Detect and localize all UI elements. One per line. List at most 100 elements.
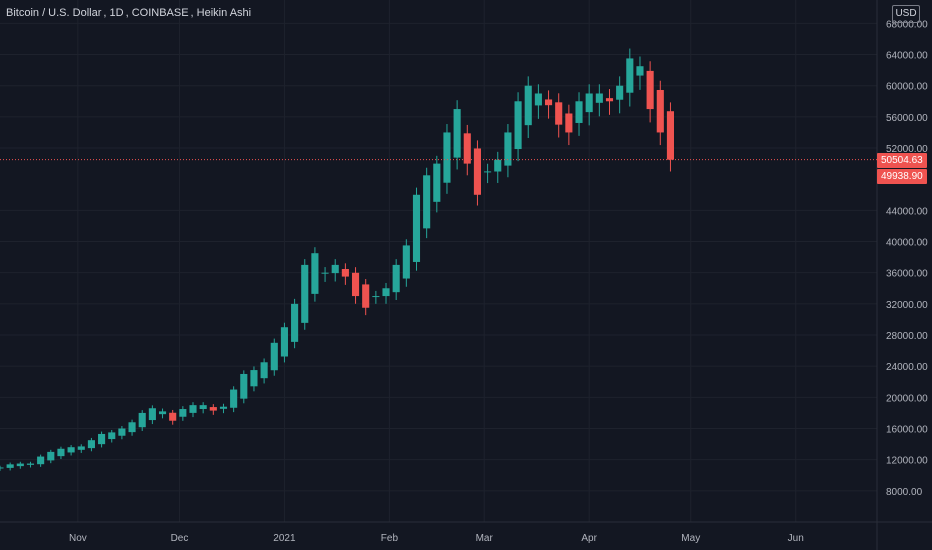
interval-label[interactable]: 1D [109,7,124,19]
candle-body [280,327,288,357]
candle-body [341,269,349,277]
time-tick-label: May [681,533,700,544]
candle-body [412,194,421,262]
candle-body [270,342,278,371]
candle-body [87,440,95,449]
price-tick-label: 12000.00 [886,456,928,467]
candle-body [250,370,258,387]
candle-body [158,411,167,415]
candle-body [0,467,4,469]
time-tick-label: 2021 [273,533,296,544]
candle-body [443,132,451,183]
time-axis[interactable]: Nov Dec 2021 Feb Mar Apr May Jun [69,533,804,544]
candle-body [189,405,197,413]
candle-body [240,373,248,399]
candle-body [351,272,360,297]
candle-body [524,85,532,126]
candle-body [666,111,675,160]
candle-body [291,303,299,342]
candle-body [473,148,481,195]
candle-body [77,446,85,450]
candle-body [108,432,116,440]
candle-body [6,464,14,468]
price-tick-label: 60000.00 [886,82,928,93]
candle-body [494,159,502,172]
candle-body [230,389,238,408]
time-tick-label: Mar [476,533,494,544]
candle-body [148,408,156,421]
price-tick-label: 44000.00 [886,206,928,217]
candle-body [504,132,512,166]
candle-body [636,66,644,76]
candle-body [219,406,228,409]
candle-body [402,245,410,279]
candle-body [179,409,187,417]
candle-body [209,407,217,411]
candle-body [534,93,542,106]
price-tick-label: 40000.00 [886,238,928,249]
price-tick-label: 28000.00 [886,331,928,342]
time-tick-label: Dec [171,533,189,544]
exchange-label: COINBASE [131,7,189,19]
candle-body [321,272,329,274]
candle-body [301,264,309,323]
candle-body [463,133,471,164]
time-tick-label: Jun [788,533,804,544]
candle-body [47,451,55,461]
chart-style-label[interactable]: Heikin Ashi [196,7,252,19]
candle-body [311,253,319,294]
candle-body [118,428,126,436]
candle-body [331,264,339,274]
candle-body [656,89,664,133]
candle-series [0,48,675,471]
last-price-label: 50504.63 [877,152,927,168]
other-price-label: 49938.90 [877,168,927,184]
price-tick-label: 56000.00 [886,113,928,124]
candle-body [514,101,522,150]
price-tick-label: 68000.00 [886,19,928,30]
candle-body [199,405,207,410]
candle-body [372,296,380,298]
candle-body [128,422,136,433]
price-tick-label: 64000.00 [886,51,928,62]
candle-body [544,99,553,106]
candle-body [585,93,593,113]
candle-body [382,288,390,297]
candle-body [616,85,624,100]
price-tick-label: 24000.00 [886,362,928,373]
price-tick-label: 52000.00 [886,144,928,155]
candle-body [37,456,45,465]
candle-body [626,58,634,93]
candle-body [260,362,268,379]
candle-body [138,412,146,428]
chart-title: Bitcoin / U.S. Dollar, 1D, COINBASE, Hei… [6,7,252,19]
symbol-name[interactable]: Bitcoin / U.S. Dollar [6,7,102,19]
time-tick-label: Nov [69,533,87,544]
price-tick-label: 16000.00 [886,425,928,436]
price-axis[interactable]: 8000.00 12000.00 16000.00 20000.00 24000.00 2… [886,19,928,497]
candle-body [362,284,370,308]
candle-body [169,412,177,421]
candle-body [423,175,431,229]
candle-body [646,70,654,110]
candle-body [433,163,441,202]
candle-body [565,113,573,133]
candle-body [26,463,35,465]
currency-button[interactable]: USD [892,5,920,23]
candle-body [67,447,75,453]
candle-body [453,109,461,158]
candle-body [605,98,614,102]
time-tick-label: Feb [381,533,399,544]
price-tick-label: 8000.00 [886,487,923,498]
price-tick-label: 32000.00 [886,300,928,311]
candle-body [57,448,65,457]
candle-body [98,433,106,445]
time-tick-label: Apr [581,533,597,544]
candle-body [16,463,24,467]
candle-body [555,102,563,125]
candle-body [575,101,583,123]
candle-body [595,93,603,103]
price-tick-label: 20000.00 [886,393,928,404]
